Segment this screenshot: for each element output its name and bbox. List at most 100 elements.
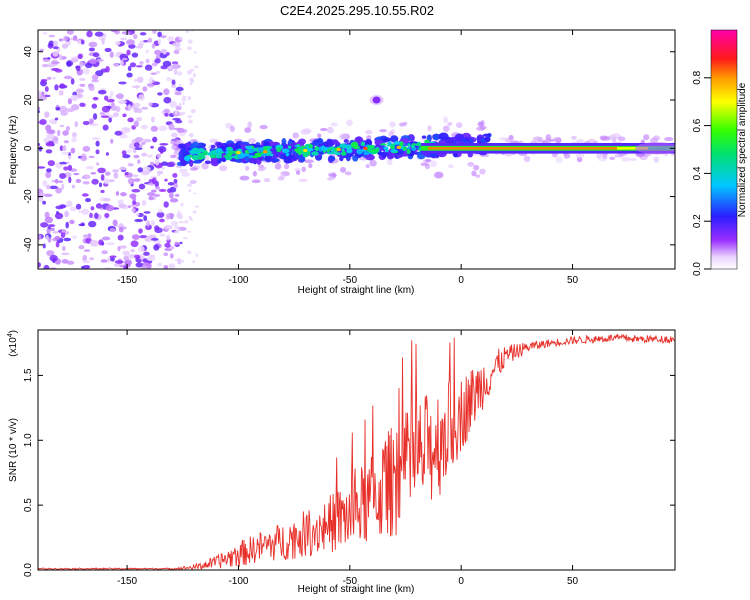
noise-speckle (168, 123, 175, 131)
noise-speckle (150, 220, 156, 226)
noise-speckle (157, 92, 163, 96)
noise-speckle (134, 218, 144, 223)
carrier-core (285, 152, 290, 157)
noise-speckle (50, 61, 60, 65)
noise-speckle (141, 265, 147, 269)
noise-speckle (187, 230, 191, 233)
noise-speckle (112, 219, 118, 227)
noise-speckle (133, 154, 140, 159)
noise-speckle (178, 102, 182, 106)
noise-speckle (126, 49, 131, 56)
hot-spot (236, 151, 241, 155)
noise-speckle (56, 129, 61, 137)
noise-speckle (126, 72, 133, 78)
noise-speckle (42, 32, 48, 35)
carrier-core (248, 148, 254, 154)
noise-speckle (89, 239, 97, 247)
noise-speckle (173, 182, 178, 189)
noise-speckle (91, 178, 99, 185)
noise-speckle (62, 145, 67, 152)
noise-speckle (150, 145, 154, 149)
noise-speckle (143, 211, 151, 214)
noise-speckle (157, 145, 167, 153)
colorbar-tick-label: 0.4 (692, 166, 703, 180)
noise-speckle (187, 250, 192, 255)
noise-speckle (147, 37, 153, 43)
noise-speckle (157, 38, 162, 45)
noise-speckle (101, 241, 105, 246)
heatmap-xlabel: Height of straight line (km) (298, 285, 415, 296)
noise-speckle (89, 212, 93, 219)
noise-speckle (54, 178, 59, 184)
noise-speckle (117, 199, 124, 205)
noise-speckle (38, 196, 44, 202)
heatmap-x-ticks: -150 -100 -50 0 50 (117, 30, 579, 286)
noise-speckle (151, 43, 156, 49)
noise-speckle (179, 259, 185, 263)
noise-speckle (60, 231, 66, 239)
noise-speckle (100, 115, 110, 119)
heatmap-marks (38, 30, 675, 269)
noise-speckle (194, 65, 199, 69)
noise-speckle (114, 260, 124, 264)
noise-speckle (92, 137, 101, 141)
snr-x-ticks: -150 -100 -50 0 50 (117, 330, 579, 587)
noise-speckle (101, 236, 111, 241)
carrier-blob (210, 159, 220, 167)
noise-speckle (71, 58, 79, 63)
carrier-core (183, 155, 191, 162)
noise-speckle (159, 233, 166, 237)
noise-speckle (98, 182, 103, 188)
noise-speckle (55, 241, 60, 248)
noise-speckle (67, 164, 73, 171)
noise-speckle (133, 142, 140, 148)
noise-speckle (45, 142, 54, 147)
noise-speckle (172, 63, 178, 70)
noise-speckle (58, 38, 64, 42)
carrier-core (330, 146, 335, 149)
noise-speckle (128, 43, 136, 49)
x-tick-label: -50 (343, 576, 358, 587)
noise-speckle (182, 95, 187, 98)
noise-speckle (173, 68, 178, 76)
halo-speckle (251, 179, 261, 184)
noise-speckle (163, 265, 169, 269)
noise-speckle (52, 77, 56, 80)
y-tick-label: -20 (23, 189, 34, 204)
noise-speckle (68, 176, 72, 184)
noise-speckle (79, 69, 84, 74)
noise-speckle (42, 200, 46, 205)
halo-speckle (532, 137, 539, 141)
noise-speckle (171, 61, 179, 65)
heatmap-panel: -150 -100 -50 0 50 -40 -20 0 20 40 Height of str… (8, 29, 676, 296)
noise-speckle (44, 211, 50, 219)
noise-speckle (163, 201, 169, 208)
noise-speckle (164, 178, 168, 182)
noise-speckle (166, 77, 172, 82)
colorbar-gradient (710, 29, 738, 270)
carrier-core (306, 148, 314, 152)
noise-speckle (66, 108, 75, 113)
noise-speckle (55, 107, 61, 111)
noise-speckle (82, 67, 90, 75)
halo-speckle (576, 139, 585, 144)
noise-speckle (80, 40, 85, 45)
noise-speckle (97, 89, 107, 95)
noise-speckle (120, 59, 124, 67)
noise-speckle (88, 85, 95, 91)
carrier-core (245, 145, 253, 150)
noise-speckle (154, 58, 161, 64)
noise-speckle (181, 96, 187, 102)
noise-speckle (141, 199, 147, 206)
noise-speckle (151, 79, 155, 83)
halo-speckle (545, 134, 552, 141)
noise-speckle (175, 86, 184, 92)
noise-speckle (130, 240, 139, 248)
carrier-core (225, 151, 229, 154)
noise-speckle (43, 264, 50, 269)
noise-speckle (44, 94, 51, 98)
noise-speckle (91, 79, 100, 83)
halo-speckle (181, 171, 190, 177)
noise-speckle (66, 61, 72, 67)
carrier-blob (464, 136, 470, 142)
